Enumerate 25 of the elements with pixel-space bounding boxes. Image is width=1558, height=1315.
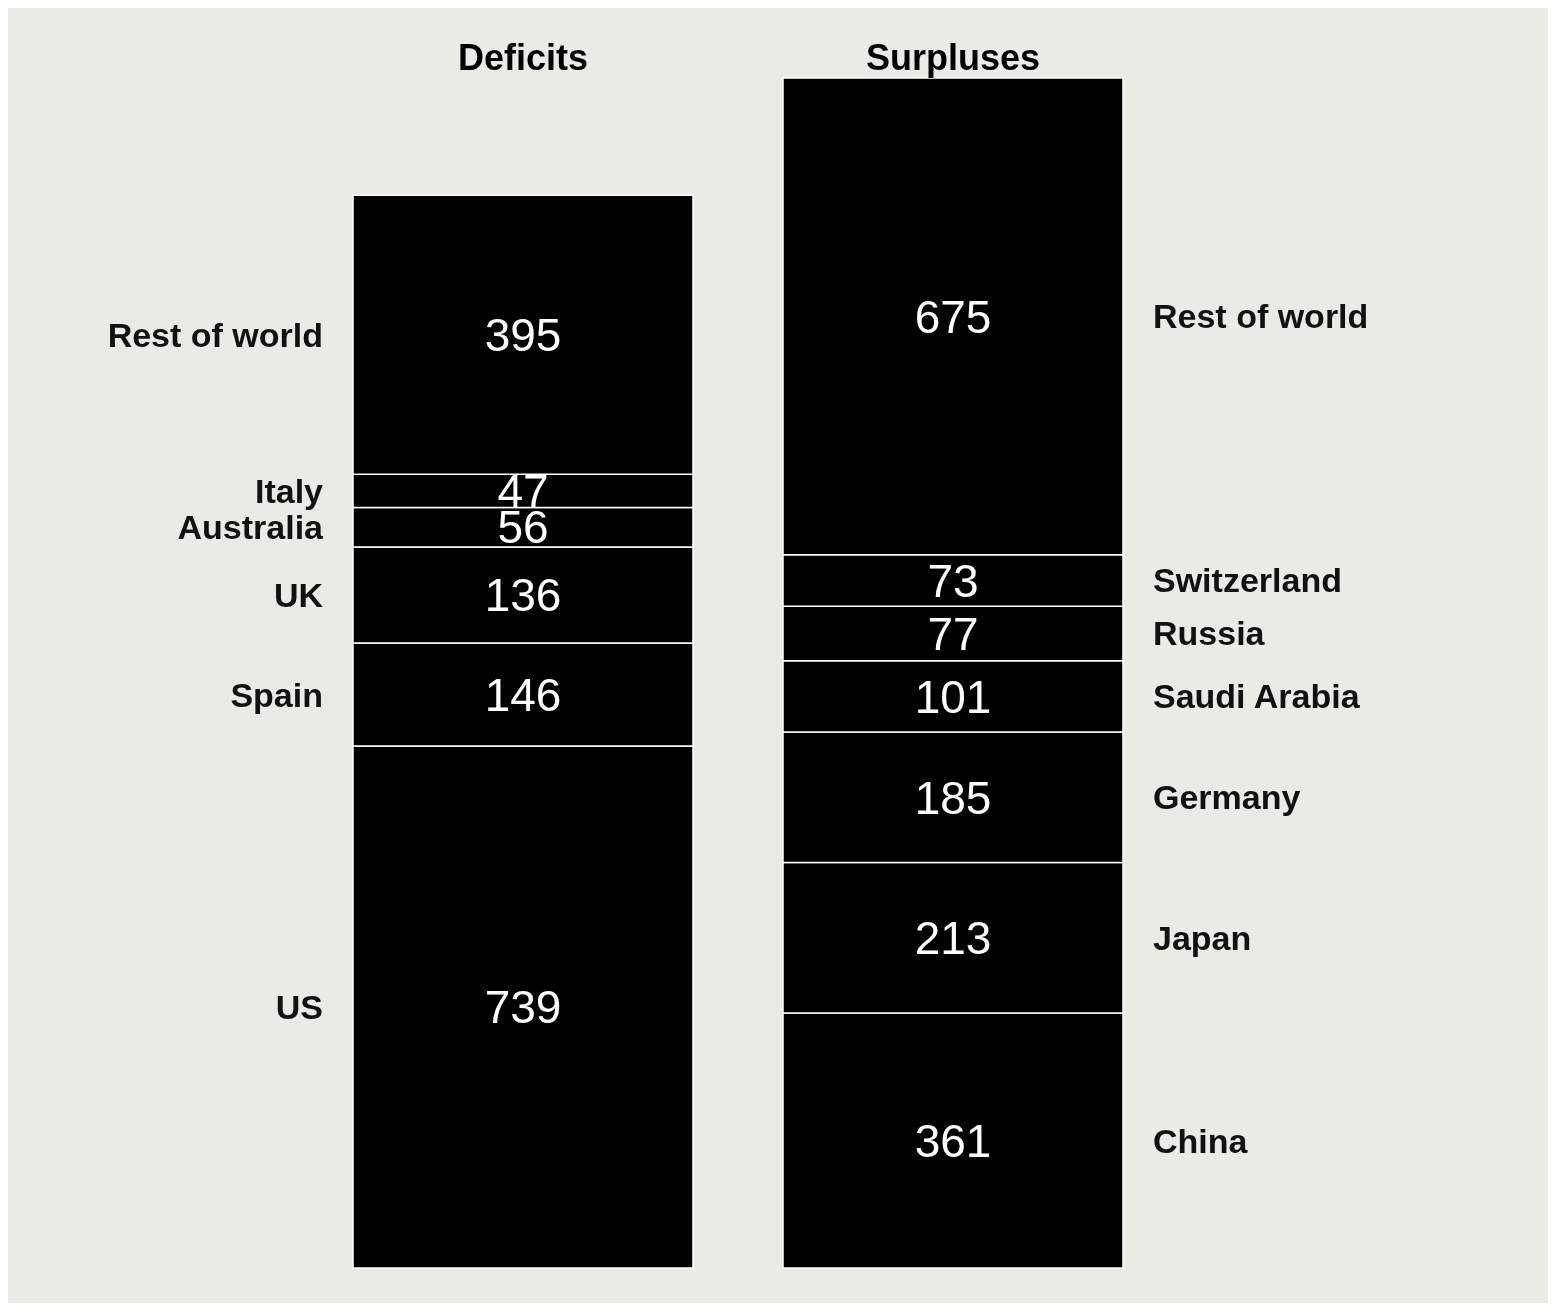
data-label: 739 (484, 981, 562, 1034)
series-label: US (275, 988, 323, 1027)
data-label: 101 (914, 670, 992, 723)
data-label: 136 (484, 569, 562, 622)
series-label: Switzerland (1153, 561, 1342, 600)
series-label: Japan (1153, 918, 1252, 957)
data-label: 77 (927, 607, 979, 660)
data-label: 361 (914, 1114, 992, 1167)
series-label: UK (273, 575, 324, 614)
series-label: China (1153, 1121, 1249, 1160)
series-label: Rest of world (1153, 297, 1369, 336)
data-label: 213 (914, 912, 992, 965)
data-label: 675 (914, 290, 992, 343)
data-label: 146 (484, 668, 562, 721)
series-label: Russia (1153, 614, 1266, 653)
x-tick-label: Surpluses (865, 37, 1041, 78)
x-tick-label: Deficits (457, 37, 589, 78)
series-label: Spain (230, 675, 323, 714)
series-label: Saudi Arabia (1153, 677, 1361, 716)
series-label: Italy (254, 471, 324, 510)
data-label: 185 (914, 771, 992, 824)
series-label: Rest of world (107, 315, 323, 354)
data-label: 395 (484, 309, 562, 362)
data-label: 73 (927, 554, 979, 607)
series-label: Germany (1153, 778, 1301, 817)
